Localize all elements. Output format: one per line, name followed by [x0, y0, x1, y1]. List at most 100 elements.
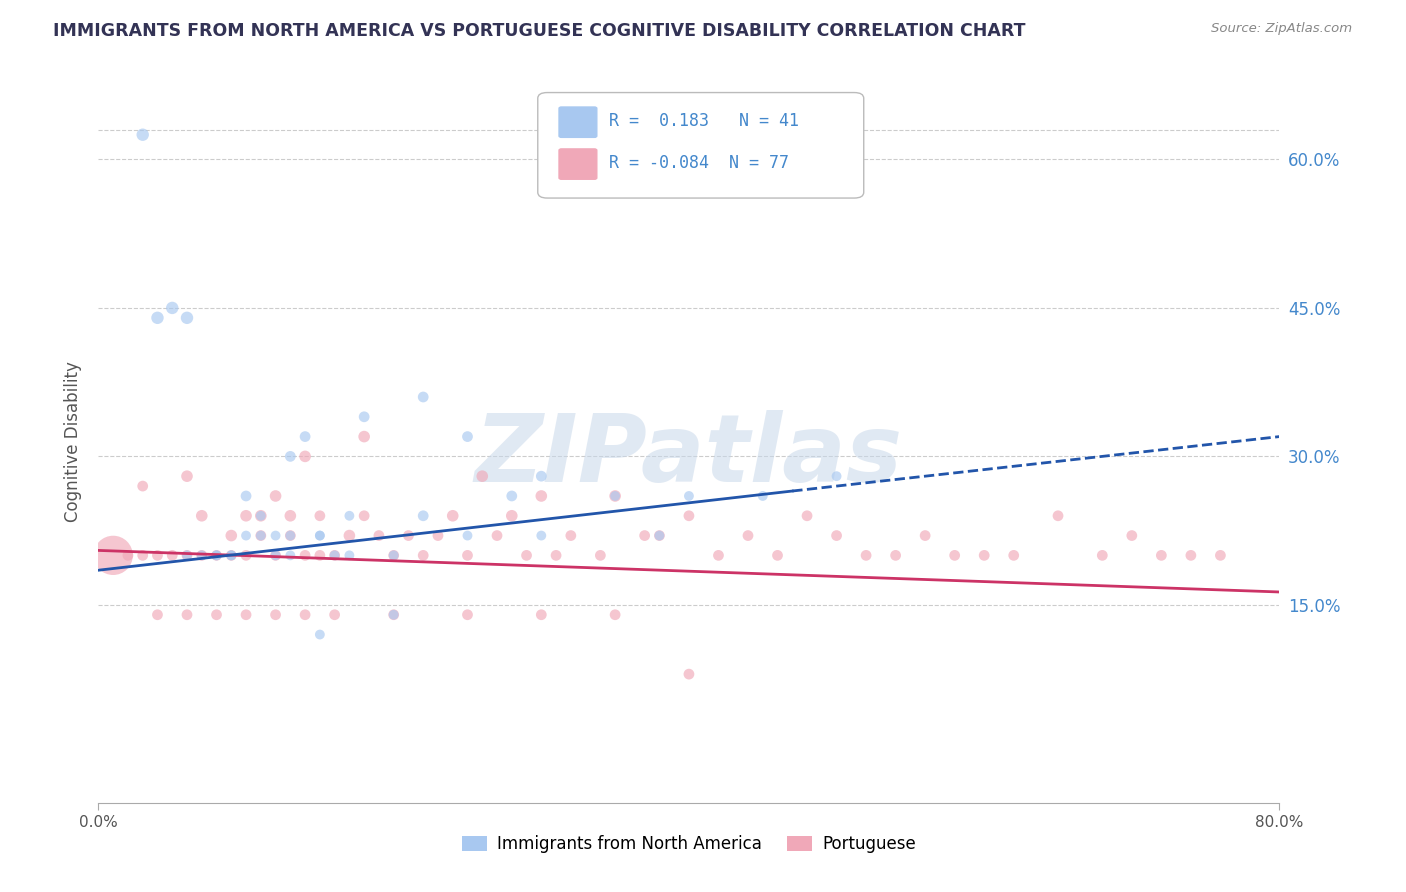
Point [1002, 549, 1025, 563]
Point [235, 528, 257, 542]
Point [176, 549, 198, 563]
Point [117, 549, 139, 563]
Point [323, 549, 346, 563]
Text: R = -0.084  N = 77: R = -0.084 N = 77 [609, 154, 789, 172]
Text: IMMIGRANTS FROM NORTH AMERICA VS PORTUGUESE COGNITIVE DISABILITY CORRELATION CHA: IMMIGRANTS FROM NORTH AMERICA VS PORTUGU… [53, 22, 1026, 40]
Point [264, 607, 287, 622]
Point [132, 549, 155, 563]
Point [796, 508, 818, 523]
Point [250, 528, 273, 542]
Point [412, 549, 434, 563]
Point [382, 549, 405, 563]
Point [280, 528, 302, 542]
Point [1150, 549, 1173, 563]
Point [235, 508, 257, 523]
Point [264, 528, 287, 542]
Point [648, 528, 671, 542]
Point [323, 607, 346, 622]
Point [309, 549, 332, 563]
Point [176, 607, 198, 622]
Point [309, 528, 332, 542]
Point [294, 450, 316, 464]
Point [530, 528, 553, 542]
Point [132, 128, 155, 142]
Point [1091, 549, 1114, 563]
Text: ZIPatlas: ZIPatlas [475, 410, 903, 502]
Point [1121, 528, 1143, 542]
Point [221, 549, 243, 563]
Point [486, 528, 509, 542]
FancyBboxPatch shape [560, 107, 596, 137]
Legend: Immigrants from North America, Portuguese: Immigrants from North America, Portugues… [456, 828, 922, 860]
Point [943, 549, 966, 563]
Point [605, 607, 627, 622]
Point [501, 508, 523, 523]
Point [235, 549, 257, 563]
Point [678, 667, 700, 681]
Point [339, 528, 361, 542]
Point [146, 607, 169, 622]
Point [280, 450, 302, 464]
Point [1180, 549, 1202, 563]
Point [191, 508, 214, 523]
Point [353, 429, 375, 443]
Point [825, 528, 848, 542]
Point [382, 607, 405, 622]
Point [205, 607, 228, 622]
Point [457, 607, 479, 622]
Point [323, 549, 346, 563]
Point [264, 489, 287, 503]
Point [678, 508, 700, 523]
Point [146, 310, 169, 325]
Point [382, 549, 405, 563]
Text: Source: ZipAtlas.com: Source: ZipAtlas.com [1212, 22, 1353, 36]
Point [280, 528, 302, 542]
Point [546, 549, 568, 563]
Point [530, 607, 553, 622]
Point [191, 549, 214, 563]
Point [235, 607, 257, 622]
Point [221, 549, 243, 563]
Point [309, 627, 332, 641]
Point [176, 310, 198, 325]
Point [605, 489, 627, 503]
Point [412, 390, 434, 404]
Point [132, 479, 155, 493]
Point [605, 489, 627, 503]
Point [427, 528, 450, 542]
Point [855, 549, 877, 563]
Y-axis label: Cognitive Disability: Cognitive Disability [65, 361, 83, 522]
Point [221, 549, 243, 563]
Point [176, 469, 198, 483]
Point [382, 607, 405, 622]
Point [501, 489, 523, 503]
Point [471, 469, 494, 483]
Point [648, 528, 671, 542]
FancyBboxPatch shape [560, 149, 596, 179]
Point [221, 528, 243, 542]
Point [191, 549, 214, 563]
Point [309, 528, 332, 542]
Point [294, 429, 316, 443]
Point [205, 549, 228, 563]
Point [752, 489, 775, 503]
Point [368, 528, 391, 542]
Point [914, 528, 936, 542]
Point [457, 549, 479, 563]
Point [678, 489, 700, 503]
Point [1209, 549, 1232, 563]
Point [250, 508, 273, 523]
Point [280, 508, 302, 523]
Point [339, 549, 361, 563]
Point [457, 429, 479, 443]
Point [825, 469, 848, 483]
Point [235, 489, 257, 503]
Point [398, 528, 420, 542]
Text: R =  0.183   N = 41: R = 0.183 N = 41 [609, 112, 799, 130]
Point [339, 508, 361, 523]
Point [205, 549, 228, 563]
Point [250, 508, 273, 523]
FancyBboxPatch shape [537, 93, 863, 198]
Point [1046, 508, 1070, 523]
Point [412, 508, 434, 523]
